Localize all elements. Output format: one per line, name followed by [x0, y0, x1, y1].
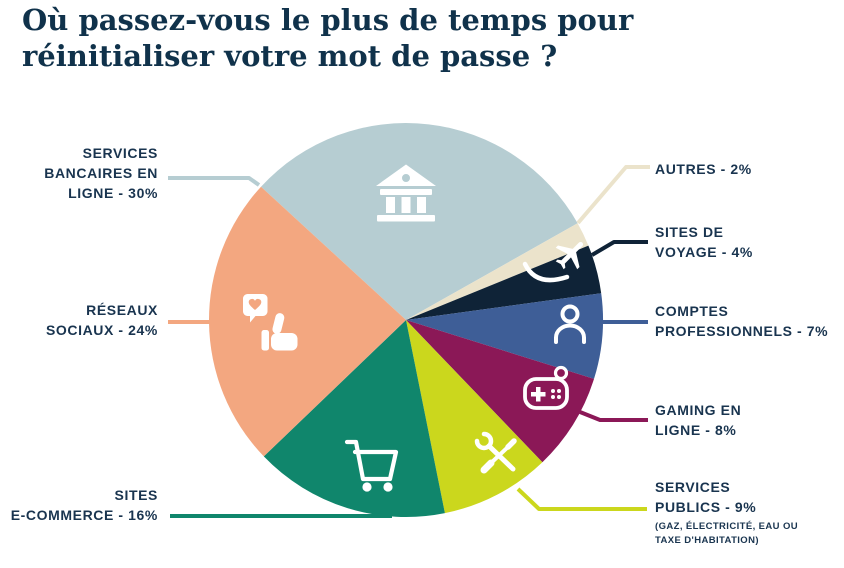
- person-icon: [554, 304, 586, 344]
- leader-line-autres: [576, 165, 650, 225]
- label-comptes-professionnels: COMPTES PROFESSIONNELS - 7%: [655, 301, 844, 341]
- pie-slice-7: [208, 186, 406, 457]
- leader-line-gaming: [579, 410, 648, 422]
- pie-slice-1: [406, 223, 589, 320]
- label-sites-voyage: SITES DE VOYAGE - 4%: [655, 222, 844, 262]
- label-line: VOYAGE - 4%: [655, 244, 753, 260]
- label-line: LIGNE - 8%: [655, 422, 737, 438]
- pie-slice-2: [406, 245, 602, 320]
- plane-icon: [522, 241, 584, 283]
- gamepad-icon: [523, 365, 569, 410]
- label-sites-ecommerce: SITES E-COMMERCE - 16%: [0, 485, 158, 525]
- leader-line-bancaires: [168, 176, 261, 187]
- pie-slice-0: [261, 123, 578, 320]
- page-title-line2: réinitialiser votre mot de passe ?: [22, 39, 558, 73]
- label-note: (GAZ, ÉLECTRICITÉ, EAU OU TAXE D'HABITAT…: [655, 520, 844, 548]
- page-title-line1: Où passez-vous le plus de temps pour: [22, 3, 634, 37]
- label-services-publics: SERVICES PUBLICS - 9% (GAZ, ÉLECTRICITÉ,…: [655, 477, 844, 548]
- label-reseaux-sociaux: RÉSEAUX SOCIAUX - 24%: [0, 300, 158, 340]
- leader-line-publics: [516, 487, 647, 511]
- bank-icon: [376, 164, 436, 222]
- label-line: AUTRES - 2%: [655, 161, 752, 177]
- label-line: SOCIAUX - 24%: [45, 322, 158, 338]
- leader-line-voyage: [590, 240, 648, 257]
- pie-slice-3: [406, 293, 604, 379]
- slice-icons: [243, 164, 586, 492]
- label-line: LIGNE - 30%: [68, 185, 158, 201]
- label-line: BANCAIRES EN: [44, 165, 158, 181]
- social-icon: [243, 294, 298, 351]
- label-line: RÉSEAUX: [86, 302, 158, 318]
- tools-icon: [474, 431, 517, 474]
- label-line: SERVICES: [655, 479, 731, 495]
- label-line: E-COMMERCE - 16%: [10, 507, 158, 523]
- pie-slice-4: [406, 320, 594, 463]
- leader-lines: [168, 165, 650, 518]
- cart-icon: [344, 439, 399, 492]
- label-note-line: TAXE D'HABITATION): [655, 535, 759, 546]
- label-line: SERVICES: [82, 145, 158, 161]
- label-line: SITES DE: [655, 224, 724, 240]
- page-title: Où passez-vous le plus de temps pour réi…: [22, 2, 633, 74]
- label-line: PUBLICS - 9%: [655, 499, 757, 515]
- pie-slice-6: [263, 320, 445, 517]
- label-line: SITES: [114, 487, 158, 503]
- label-autres: AUTRES - 2%: [655, 159, 844, 179]
- label-services-bancaires: SERVICES BANCAIRES EN LIGNE - 30%: [0, 143, 158, 203]
- label-line: GAMING EN: [655, 402, 742, 418]
- label-note-line: (GAZ, ÉLECTRICITÉ, EAU OU: [655, 521, 798, 532]
- label-line: COMPTES: [655, 303, 729, 319]
- label-line: PROFESSIONNELS - 7%: [655, 323, 829, 339]
- label-gaming-en-ligne: GAMING EN LIGNE - 8%: [655, 400, 844, 440]
